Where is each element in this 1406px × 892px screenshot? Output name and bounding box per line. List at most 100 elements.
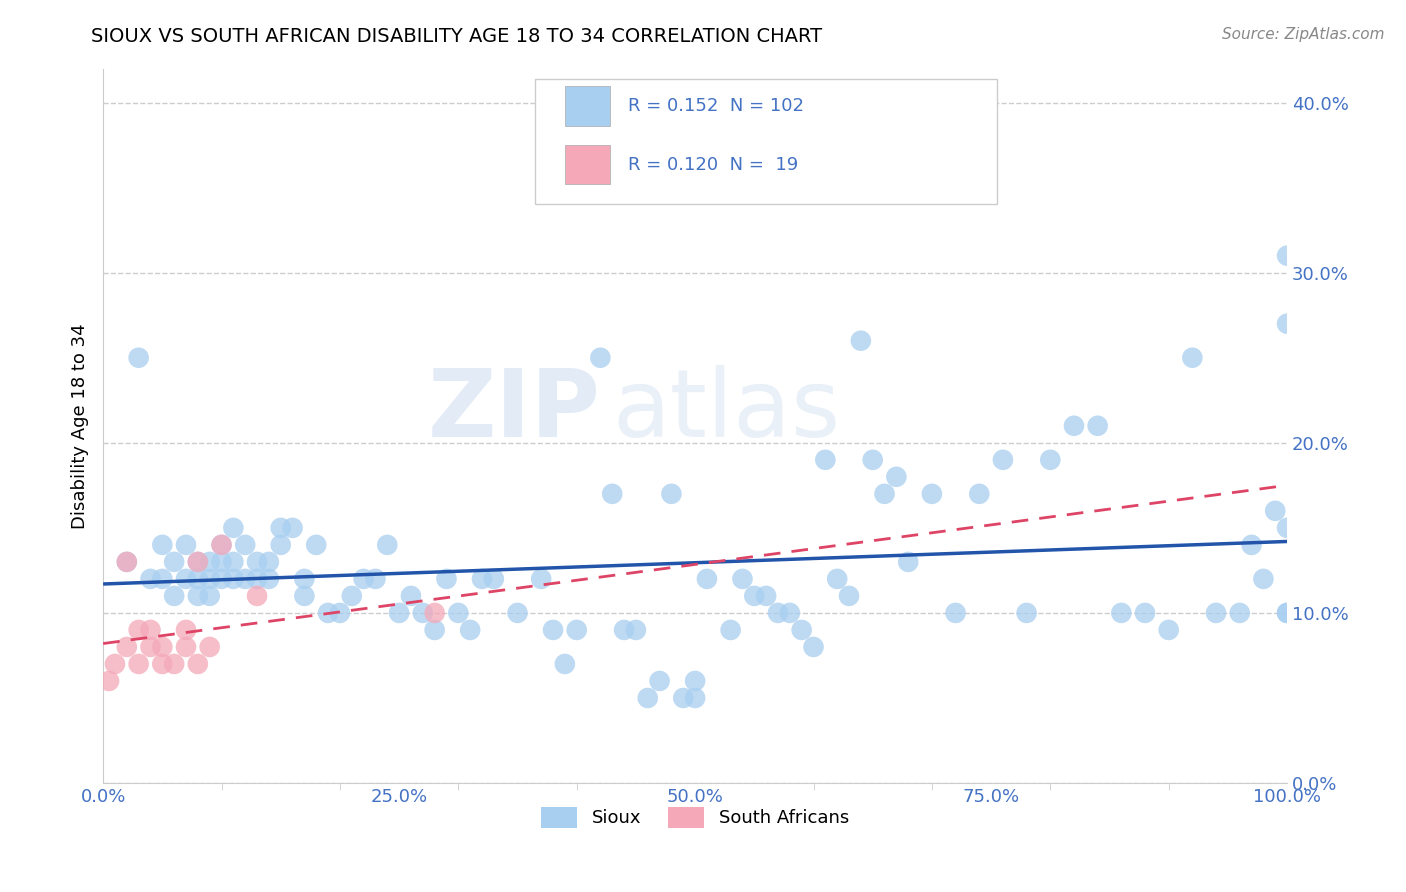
Point xyxy=(104,657,127,671)
Point xyxy=(150,538,173,552)
Text: R = 0.152  N = 102: R = 0.152 N = 102 xyxy=(627,97,804,115)
Point xyxy=(139,623,162,637)
Point xyxy=(565,623,588,637)
Point xyxy=(222,521,245,535)
Point xyxy=(814,452,837,467)
Point xyxy=(1087,418,1109,433)
Point xyxy=(115,640,138,654)
Point xyxy=(1039,452,1062,467)
Point xyxy=(388,606,411,620)
Point xyxy=(128,351,150,365)
Point xyxy=(1253,572,1275,586)
Point xyxy=(375,538,398,552)
Point xyxy=(233,538,256,552)
Point xyxy=(246,555,269,569)
Point xyxy=(150,572,173,586)
Point xyxy=(163,555,186,569)
Point xyxy=(163,589,186,603)
Point xyxy=(1229,606,1251,620)
Point xyxy=(270,538,292,552)
Point xyxy=(211,572,233,586)
Point xyxy=(211,538,233,552)
Point xyxy=(1275,606,1298,620)
Point xyxy=(683,673,706,688)
Point xyxy=(849,334,872,348)
Point xyxy=(554,657,576,671)
Point xyxy=(458,623,481,637)
Point xyxy=(447,606,470,620)
Point xyxy=(803,640,825,654)
Point xyxy=(530,572,553,586)
Point xyxy=(187,555,209,569)
Point xyxy=(1275,521,1298,535)
Point xyxy=(991,452,1014,467)
Point xyxy=(174,640,197,654)
Point xyxy=(790,623,813,637)
Point xyxy=(423,623,446,637)
Point xyxy=(412,606,434,620)
Point xyxy=(742,589,765,603)
Point xyxy=(661,487,683,501)
Point xyxy=(1063,418,1085,433)
Point xyxy=(506,606,529,620)
Point xyxy=(436,572,458,586)
Point xyxy=(198,555,221,569)
Point xyxy=(1133,606,1156,620)
Point xyxy=(886,470,908,484)
FancyBboxPatch shape xyxy=(565,145,610,185)
Point xyxy=(1015,606,1038,620)
Text: ZIP: ZIP xyxy=(427,366,600,458)
Point xyxy=(755,589,778,603)
Point xyxy=(222,572,245,586)
Point xyxy=(624,623,647,637)
Point xyxy=(270,521,292,535)
Point xyxy=(294,589,316,603)
Point xyxy=(305,538,328,552)
Point xyxy=(211,555,233,569)
Point xyxy=(115,555,138,569)
Legend: Sioux, South Africans: Sioux, South Africans xyxy=(534,799,856,835)
Point xyxy=(174,623,197,637)
Point xyxy=(779,606,801,620)
Point xyxy=(163,657,186,671)
Point xyxy=(838,589,860,603)
Point xyxy=(862,452,884,467)
Point xyxy=(1205,606,1227,620)
Point xyxy=(198,640,221,654)
Point xyxy=(98,673,121,688)
Point xyxy=(1111,606,1133,620)
Point xyxy=(683,690,706,705)
Point xyxy=(731,572,754,586)
Point xyxy=(187,657,209,671)
Point xyxy=(246,572,269,586)
Point xyxy=(825,572,848,586)
Point xyxy=(873,487,896,501)
Point xyxy=(340,589,363,603)
Point xyxy=(1275,317,1298,331)
Point xyxy=(187,555,209,569)
Point xyxy=(637,690,659,705)
Point xyxy=(174,538,197,552)
Point xyxy=(482,572,505,586)
Point xyxy=(139,572,162,586)
Point xyxy=(139,640,162,654)
Point xyxy=(222,555,245,569)
Point xyxy=(541,623,564,637)
Point xyxy=(720,623,742,637)
Point xyxy=(257,572,280,586)
Point xyxy=(589,351,612,365)
Point xyxy=(281,521,304,535)
Point xyxy=(423,606,446,620)
Point xyxy=(766,606,789,620)
Point xyxy=(648,673,671,688)
Point xyxy=(897,555,920,569)
Point xyxy=(329,606,352,620)
Point xyxy=(1275,606,1298,620)
Point xyxy=(187,589,209,603)
Text: atlas: atlas xyxy=(612,366,841,458)
Point xyxy=(187,572,209,586)
Point xyxy=(945,606,967,620)
Point xyxy=(233,572,256,586)
Point xyxy=(1240,538,1263,552)
Point xyxy=(198,589,221,603)
